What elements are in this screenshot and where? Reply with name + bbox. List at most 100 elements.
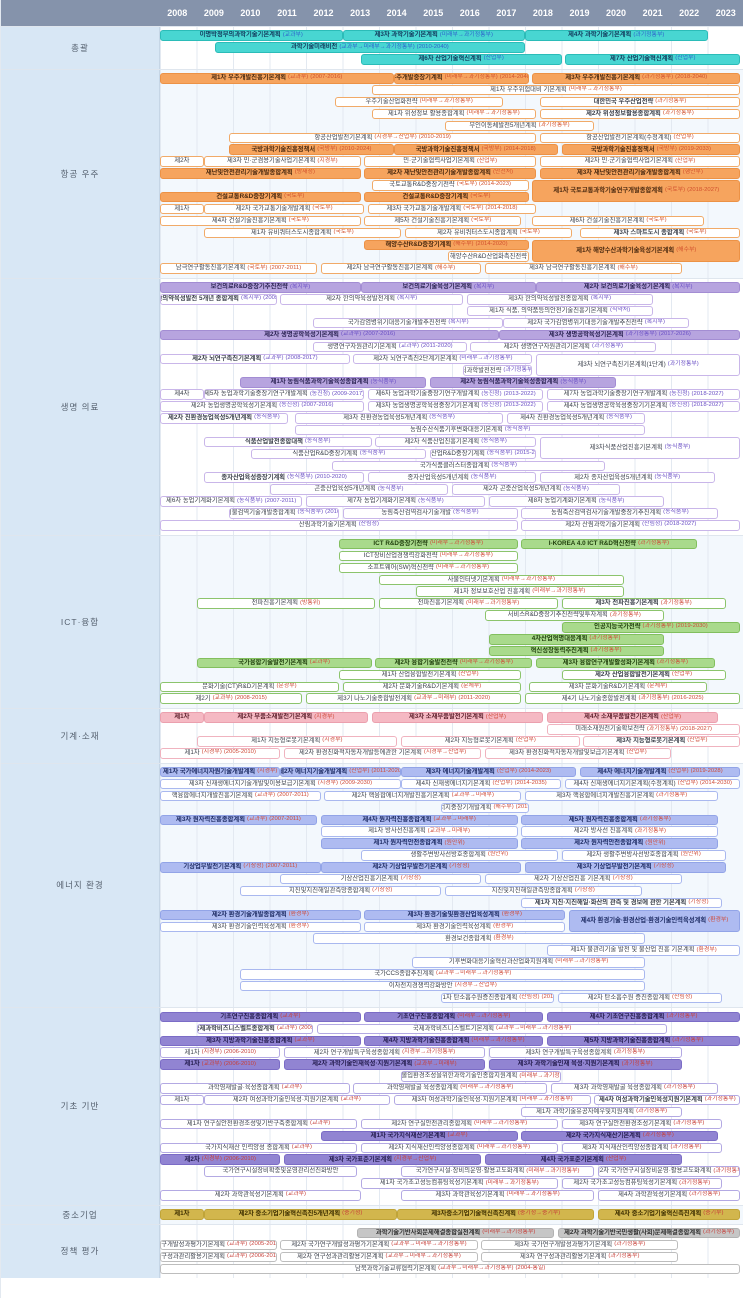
plan-bar: 제7차 농업과학기술중장기연구개발계획 (농진청) (2018-2027) [546, 389, 741, 400]
plan-bar: 제3차 과학영재발굴 육성종합계획 (과기정통부) [550, 1083, 719, 1094]
plan-agency: (환경부) [493, 922, 514, 929]
plan-agency: (국토부) [463, 205, 484, 212]
plan-title: 제2차 핵융합에너지개발진흥기본계획 [351, 791, 450, 799]
timeline-row: 국가감염병위기대응기술개발추진전략 (복지부) 제2차 국가감염병위기대응기술개발추… [160, 317, 743, 329]
plan-agency: (산업부) [483, 55, 504, 62]
plan-title: 제3차 국가교통기술개발계획 [386, 204, 462, 212]
plan-agency: (미래부→과기정통부) [568, 86, 622, 93]
plan-agency: (지경부) [201, 1155, 222, 1162]
timeline-row: 제3차 원자력진흥종합계획 (교과부) (2007-2011) 제4차 원자력진흥종합… [160, 814, 743, 825]
plan-bar: 제2차 환경기술개발종합계획 (환경부) [160, 909, 361, 921]
plan-dates: (2010-2019) [418, 133, 451, 140]
plan-title: ICT R&D중장기전략 [373, 540, 428, 547]
plan-agency: (국토부) [288, 217, 309, 224]
plan-title: 과학영재발굴 육성종합계획 [386, 1084, 459, 1092]
plan-title: 이차전지경쟁력강화방안 [388, 982, 453, 990]
plan-bar: 제6차 건설기술진흥기본계획 (국토부) [532, 215, 704, 227]
plan-title: 해양에너지중장기개발계획 [441, 803, 492, 811]
plan-title: 제8차 농업기계화기본계획 [527, 497, 597, 505]
plan-agency: (문체부) [647, 682, 668, 689]
plan-agency: (농식품부) [664, 444, 691, 451]
plan-bar: 제2차 뇌연구촉진기본계획 (교과부) (2008-2017) [160, 353, 350, 365]
plan-title: 제2차 문화기술R&D기본계획 [382, 682, 460, 690]
plan-title: 우주기술산업화전략 [365, 97, 418, 105]
plan-bar: 제3차 국가교통기술개발계획 (국토부) (2014-2018) [368, 203, 536, 215]
plan-title: 제1차 농림식품과학기술육성종합계획 [270, 378, 369, 386]
plan-agency: (미래부→과기정통부) [485, 1179, 539, 1186]
section-label: 총괄 [1, 27, 160, 69]
timeline-row: 재난및안전관리기술개발종합계획 (방재청) 제2차 재난및안전관리기술개발종합계획(… [160, 168, 743, 179]
plan-title: 제5차 지방과학기술진흥종합계획 [583, 1036, 671, 1044]
timeline-row: 생명연구자원관리기본계획 (교과부) (2011-2020) 제2차 생명연구자원관리… [160, 341, 743, 353]
plan-title: 제3차 연구실안전환경조성기본계획 [579, 1119, 672, 1127]
plan-title: 제2차 연구실안전관리종합계획 [391, 1119, 472, 1127]
plan-agency: (과기정통부) [689, 1191, 721, 1198]
plan-bar: 제1차 탄소흡수원증진종합계획(산림청)(2015- [441, 992, 555, 1004]
plan-agency: (식약처) [609, 307, 631, 314]
timeline-row: 제1차 유비쿼터스도시종합계획 (국토부) 제2차 유비쿼터스도시종합계획 (국토부)… [160, 227, 743, 239]
plan-agency: (과기정통부) [633, 31, 665, 38]
section-rows: 제1차 제2차 부품소재발전기본계획 (지경부) 제3차 소재부품발전기본계획 (산업부… [160, 708, 743, 763]
plan-agency: (미래부→과기정통부) [526, 1167, 580, 1174]
timeline-row: 제3차 지방과학기술진흥종합계획 (교과부) 제4차 지방과학기술진흥종합계획 (미래… [160, 1035, 743, 1047]
plan-title: 제2차 탄소흡수원 증진종합계획 [587, 993, 671, 1001]
plan-bar: 제2차 생활주변방사선방호종합계획 (원안위) [561, 850, 726, 861]
timeline-row: 제2차 환경기술개발종합계획 (환경부) 제3차 환경기술및환경산업육성계획 (환경부… [160, 909, 743, 933]
plan-agency: (산업부) [476, 157, 498, 164]
plan-bar: 제4차 소재부품발전기본계획 (산업부) [546, 712, 719, 723]
plan-bar: 연구성과관리활용기본계획(교과부)(2006-2010) [160, 1251, 277, 1263]
plan-bar: 생활주변방사선방호종합계획 (원안위) [360, 850, 558, 861]
plan-dates: (2008-2015) [234, 694, 267, 701]
plan-bar: 제4차 과학관육성기본계획 (과기정통부) [598, 1190, 741, 1201]
plan-bar: 제2차 과학관육성기본계획 (교과부) [160, 1190, 361, 1201]
plan-title: 제1차 [184, 1060, 200, 1068]
plan-agency: (농진청) [279, 402, 300, 409]
section: 생명 의료 보건의료R&D중장기추진전략 (복지부) 보건의료기술육성기본계획 (복지부… [1, 277, 743, 535]
plan-title: 기후변화대응기술혁신과산업화지원계획 [448, 958, 554, 966]
plan-bar: 제3차 국가연구개발성과평가기본계획 (과기정통부) [481, 1239, 679, 1251]
plan-title: 제3차 환경기술인력육성계획 [211, 922, 287, 930]
plan-dates: (2007-2016) [310, 74, 343, 81]
plan-agency: (교과부) [282, 31, 303, 38]
timeline-row: 산림과학기술기본계획 (산림청) 제2차 산림과학기술기본계획 (산림청) (2018-… [160, 520, 743, 531]
plan-bar: 제3차 연구실안전환경조성기본계획 (과기정통부) [561, 1118, 723, 1130]
plan-agency: (국방부) [481, 145, 502, 152]
plan-bar: 제3차 민·군겸용기술사업기본계획 (지경부) [203, 156, 361, 167]
plan-agency: (교과부) [294, 1036, 315, 1043]
plan-agency: (행안부) [682, 169, 703, 176]
plan-title: 사물인터넷기본계획 [447, 575, 500, 583]
plan-agency: (교과부→미래부) [433, 815, 476, 822]
plan-title: 식품산업R&D중장기계획 [292, 449, 358, 457]
plan-agency: (안전처) [492, 169, 514, 176]
plan-bar: 제3차 한의약육성발전종합계획 (복지부) [466, 294, 653, 305]
plan-bar: 한의약육성발전 5개년 종합계획(복지부)(2005- [160, 294, 277, 305]
plan-bar: 미래소재원천기술확보전략 (과기정통부) (2018-2027) [546, 724, 741, 735]
plan-bar: 문화기술(CT)R&D기본계획 (문광부) [160, 681, 339, 693]
plan-agency: (국토부) [664, 187, 686, 194]
plan-bar: 제3차중소기업기술혁신촉진계획 (중기청→중기부) [397, 1209, 595, 1220]
plan-title: 기상산업진흥기본계획 [340, 875, 399, 883]
plan-title: 환경보건종합계획 [445, 934, 492, 942]
plan-bar: 국방과학기술진흥정책서 (국방부) (2014-2018) [393, 144, 558, 155]
plan-title: 제2차 연구성과관리활용기본계획 [297, 1252, 384, 1260]
plan-dates: (2011-2020) [420, 342, 453, 349]
plan-agency: (미래부→과기정통부) [459, 354, 513, 361]
plan-bar: 제5차 원자력진흥종합계획 (과기정통부) [521, 814, 719, 825]
plan-agency: (농식품부) [470, 473, 497, 480]
plan-bar: 혁신성장동력추진계획 (과기정통부) [488, 645, 664, 657]
plan-agency: (기상청) [400, 875, 421, 882]
plan-bar: 우주기술산업화전략 (미래부→과기정통부) [335, 96, 504, 108]
plan-agency: (미래부→과기정통부) [473, 1120, 528, 1127]
plan-dates: (2006-2010) [223, 1155, 256, 1162]
plan-agency: (과기정통부) [660, 599, 692, 606]
plan-bar: 제1차 [160, 1094, 204, 1106]
timeline-row: 한의약육성발전 5개년 종합계획(복지부)(2005-제2차 한의약육성발전계획… [160, 294, 743, 305]
plan-title: 제2차 에너지기술개발계획 [280, 768, 348, 776]
section: ICT·융합 ICT R&D중장기전략 (미래부→과기정통부) I-KOREA 4.0… [1, 534, 743, 708]
year-label: 2008 [167, 8, 188, 18]
plan-title: 제2차 방사선 진흥계획 [573, 827, 633, 835]
plan-agency: (과기정통부) [666, 1013, 698, 1020]
plan-bar: 전파진흥기본계획 (미래부→과기정통부) [379, 598, 558, 609]
plan-agency: (원안위) [645, 839, 666, 846]
plan-title: 제3차 환경친화적자동차개발및보급기본계획 [509, 749, 625, 757]
